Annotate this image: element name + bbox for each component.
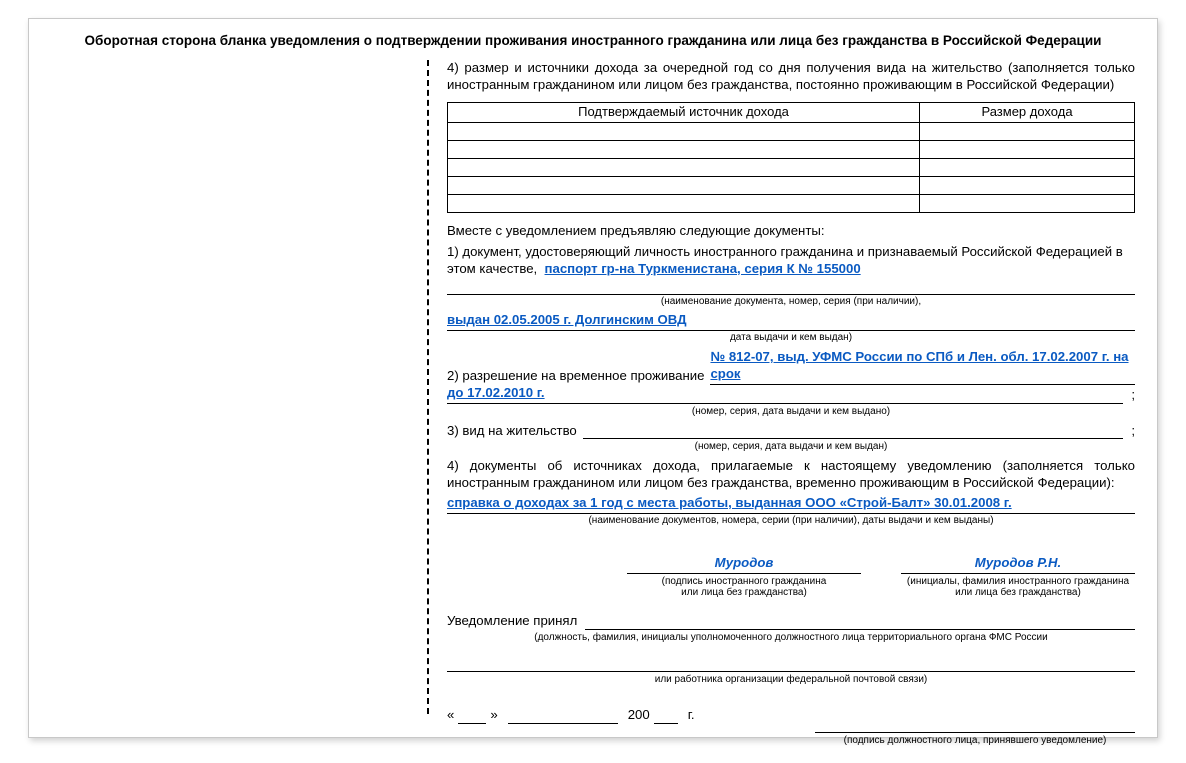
official-signature-line bbox=[815, 719, 1135, 733]
attachments-intro: Вместе с уведомлением предъявляю следующ… bbox=[447, 223, 1135, 240]
cell bbox=[448, 140, 920, 158]
date-year-prefix: 200 bbox=[628, 707, 650, 724]
item-4-hint: (наименование документов, номера, серии … bbox=[447, 515, 1135, 528]
semicolon: ; bbox=[1129, 423, 1135, 440]
signature-applicant-line: Муродов bbox=[627, 556, 861, 574]
page-title: Оборотная сторона бланка уведомления о п… bbox=[51, 33, 1135, 48]
item-3-line bbox=[583, 423, 1124, 439]
acceptance-row: Уведомление принял bbox=[447, 613, 1135, 630]
date-day-blank bbox=[458, 710, 486, 724]
signature-name: Муродов Р.Н. (инициалы, фамилия иностран… bbox=[901, 556, 1135, 599]
acceptance-hint-1: (должность, фамилия, инициалы уполномоче… bbox=[447, 632, 1135, 645]
cell bbox=[920, 176, 1135, 194]
item-2-fill-end: до 17.02.2010 г. bbox=[447, 385, 545, 400]
cell bbox=[920, 122, 1135, 140]
date-year-blank bbox=[654, 710, 678, 724]
acceptance-line-1 bbox=[585, 614, 1135, 630]
signature-applicant-hint: (подпись иностранного гражданинаили лица… bbox=[627, 576, 861, 599]
document-page: Оборотная сторона бланка уведомления о п… bbox=[28, 18, 1158, 738]
item-4-text: 4) документы об источниках дохода, прила… bbox=[447, 458, 1135, 492]
section-4-lead: 4) размер и источники дохода за очередно… bbox=[447, 60, 1135, 94]
item-2-row: 2) разрешение на временное проживание № … bbox=[447, 349, 1135, 385]
form-main: 4) размер и источники дохода за очередно… bbox=[447, 60, 1135, 714]
cell bbox=[448, 194, 920, 212]
item-1-doc-line bbox=[447, 277, 1135, 295]
date-year-suffix: г. bbox=[688, 707, 695, 724]
item-4-line: справка о доходах за 1 год с места работ… bbox=[447, 496, 1135, 514]
table-row bbox=[448, 194, 1135, 212]
date-month-blank bbox=[508, 710, 618, 724]
item-3-row: 3) вид на жительство ; bbox=[447, 423, 1135, 440]
item-1-issued-fill: выдан 02.05.2005 г. Долгинским ОВД bbox=[447, 312, 687, 329]
cell bbox=[448, 122, 920, 140]
date-close-quote: » bbox=[490, 707, 497, 724]
signature-applicant-value: Муродов bbox=[627, 555, 861, 572]
cell bbox=[920, 140, 1135, 158]
item-1: 1) документ, удостоверяющий личность ино… bbox=[447, 244, 1135, 278]
two-column-layout: 4) размер и источники дохода за очередно… bbox=[51, 60, 1135, 714]
official-signature: (подпись должностного лица, принявшего у… bbox=[815, 719, 1135, 748]
cell bbox=[448, 158, 920, 176]
item-2-hint: (номер, серия, дата выдачи и кем выдано) bbox=[447, 406, 1135, 419]
cell bbox=[448, 176, 920, 194]
signature-applicant: Муродов (подпись иностранного гражданина… bbox=[627, 556, 861, 599]
acceptance-hint-2: или работника организации федеральной по… bbox=[447, 674, 1135, 687]
item-1-issued-line: выдан 02.05.2005 г. Долгинским ОВД bbox=[447, 313, 1135, 331]
signature-name-hint: (инициалы, фамилия иностранного граждани… bbox=[901, 576, 1135, 599]
item-2-fill-line: № 812-07, выд. УФМС России по СПб и Лен.… bbox=[710, 349, 1135, 385]
item-1-doc-fill: паспорт гр-на Туркменистана, серия К № 1… bbox=[545, 261, 861, 276]
income-header-amount: Размер дохода bbox=[920, 102, 1135, 122]
table-row bbox=[448, 140, 1135, 158]
cell bbox=[920, 194, 1135, 212]
signature-name-line: Муродов Р.Н. bbox=[901, 556, 1135, 574]
date-row: « » 200 г. bbox=[447, 707, 695, 724]
acceptance-label: Уведомление принял bbox=[447, 613, 577, 630]
semicolon: ; bbox=[1129, 387, 1135, 404]
item-2-fill-line2: до 17.02.2010 г. bbox=[447, 385, 1123, 404]
detachable-stub bbox=[51, 60, 429, 714]
item-1-doc-hint: (наименование документа, номер, серия (п… bbox=[447, 296, 1135, 309]
table-row bbox=[448, 158, 1135, 176]
acceptance-line-2 bbox=[447, 654, 1135, 672]
signature-row: Муродов (подпись иностранного гражданина… bbox=[447, 556, 1135, 599]
item-2-label: 2) разрешение на временное проживание bbox=[447, 368, 704, 385]
official-signature-hint: (подпись должностного лица, принявшего у… bbox=[815, 735, 1135, 748]
cell bbox=[920, 158, 1135, 176]
item-1-issued-hint: дата выдачи и кем выдан) bbox=[447, 332, 1135, 345]
item-4-fill: справка о доходах за 1 год с места работ… bbox=[447, 495, 1012, 512]
income-header-source: Подтверждаемый источник дохода bbox=[448, 102, 920, 122]
item-3-hint: (номер, серия, дата выдачи и кем выдан) bbox=[447, 441, 1135, 454]
table-row bbox=[448, 176, 1135, 194]
item-2-row2: до 17.02.2010 г. ; bbox=[447, 385, 1135, 404]
signature-name-value: Муродов Р.Н. bbox=[901, 555, 1135, 572]
income-table: Подтверждаемый источник дохода Размер до… bbox=[447, 102, 1135, 213]
item-2-fill-start: № 812-07, выд. УФМС России по СПб и Лен.… bbox=[710, 349, 1128, 381]
bottom-row: « » 200 г. (подпись должностного лица, п… bbox=[447, 707, 1135, 748]
item-3-label: 3) вид на жительство bbox=[447, 423, 577, 440]
table-row bbox=[448, 122, 1135, 140]
date-open-quote: « bbox=[447, 707, 454, 724]
